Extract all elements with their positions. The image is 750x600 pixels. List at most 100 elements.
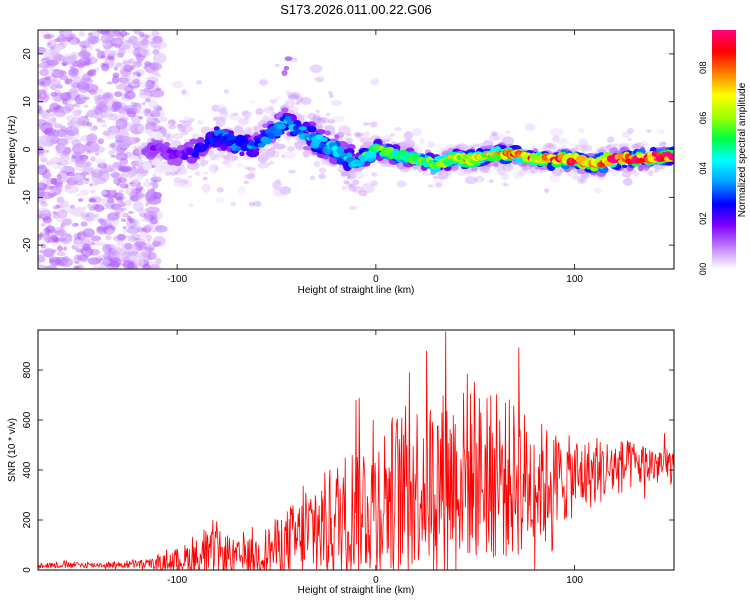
spectrogram-cell (472, 143, 480, 147)
spectrogram-cell (56, 174, 63, 180)
spectrogram-cell (396, 180, 407, 188)
spectrogram-cell (135, 137, 140, 142)
spectrogram-cell (72, 174, 83, 181)
spectrogram-cell (82, 165, 94, 176)
spectrogram-cell (489, 133, 500, 142)
spectrogram-cell (162, 128, 168, 134)
spectrogram-cell (274, 63, 280, 68)
spectrogram-cell (144, 191, 154, 203)
spectrogram-cell (267, 149, 274, 156)
spectrogram-cell (283, 65, 290, 71)
spectrogram-cell (571, 147, 581, 152)
spectrogram-cell (619, 142, 629, 148)
spectrogram-cell (222, 155, 230, 160)
x-tick-label: 100 (566, 274, 583, 285)
spectrogram-cell (501, 136, 514, 146)
spectrogram-cell (232, 112, 239, 117)
spectrogram-cell (97, 218, 104, 224)
y-tick-label: 0 (22, 146, 33, 152)
spectrogram-cell (512, 171, 523, 179)
y-tick-label: -10 (22, 190, 33, 205)
colorbar-ticks: 0.0 0.2 0.4 0.6 0.8 (698, 61, 708, 275)
spectrogram-cell (59, 106, 72, 114)
spectrogram-cell (246, 173, 255, 180)
spectrogram-cell (144, 61, 152, 67)
spectrogram-cell (155, 225, 163, 231)
spectrogram-cell (263, 106, 275, 114)
spectrogram-cell (327, 119, 336, 124)
spectrogram-cell (89, 46, 94, 51)
spectrogram-cell (233, 125, 243, 134)
spectrogram-cell (126, 110, 136, 118)
spectrogram-cell (149, 94, 154, 98)
spectrogram-cell (318, 167, 327, 174)
spectrogram-cell (64, 78, 73, 85)
spectrogram-cell (110, 154, 116, 158)
spectrogram-cell (126, 39, 133, 44)
spectrogram-cell (357, 136, 364, 141)
spectrogram-cell (195, 80, 203, 85)
spectrogram-cell (123, 64, 134, 73)
spectrogram-cell (560, 137, 567, 142)
spectrogram-cell (100, 123, 108, 128)
spectrogram-cell (120, 217, 127, 222)
spectrogram-cell (103, 45, 109, 50)
spectrogram-cell (182, 120, 192, 127)
spectrogram-cell (91, 115, 99, 119)
spectrogram-cell (125, 187, 137, 197)
spectrogram-cell (272, 180, 282, 191)
spectrogram-cell (152, 235, 166, 247)
spectrogram-cell (79, 50, 87, 57)
spectrogram-cell (348, 183, 355, 188)
spectrogram-cell (128, 218, 135, 224)
spectrogram-cell (38, 182, 48, 191)
spectrogram-blobs (38, 30, 674, 269)
spectrogram-cell (42, 216, 53, 224)
spectrogram-cell (134, 120, 141, 125)
spectrogram-cell (45, 225, 56, 233)
spectrogram-cell (295, 101, 301, 105)
spectrogram-cell (46, 109, 52, 113)
spectrogram-cell (144, 178, 150, 182)
spectrogram-cell (266, 162, 272, 166)
spectrogram-cell (82, 206, 87, 211)
x-tick-label: -100 (167, 274, 187, 285)
spectrogram-cell (168, 124, 176, 130)
spectrogram-cell (464, 176, 478, 185)
spectrogram-cell (491, 131, 498, 136)
spectrogram-cell (54, 211, 59, 215)
spectrogram-cell (369, 121, 378, 128)
spectrogram-cell (153, 150, 159, 155)
spectrogram-cell (219, 110, 229, 120)
spectrogram-cell (56, 251, 66, 256)
spectrogram-cell (117, 107, 124, 113)
spectrogram-cell (63, 246, 68, 251)
spectrogram-cell (288, 169, 296, 174)
colorbar-tick-label: 0.0 (698, 263, 708, 276)
spectrogram-cell (54, 227, 61, 231)
spectrogram-cell (87, 32, 93, 36)
spectrogram-cell (39, 232, 44, 237)
spectrogram-cell (156, 107, 163, 111)
spectrogram-cell (317, 116, 323, 122)
spectrogram-cell (145, 79, 155, 90)
spectrogram-cell (246, 166, 256, 172)
spectrogram-cell (493, 162, 499, 168)
spectrogram-cell (285, 89, 291, 94)
spectrogram-cell (345, 133, 352, 137)
spectrogram-cell (42, 233, 50, 242)
spectrogram-cell (225, 161, 233, 169)
spectrogram-cell (38, 107, 44, 114)
spectrogram-cell (53, 45, 64, 52)
spectrogram-cell (496, 163, 506, 171)
spectrogram-cell (201, 183, 211, 193)
spectrogram-cell (138, 91, 152, 99)
spectrogram-cell (627, 127, 634, 135)
spectrogram-cell (352, 179, 360, 186)
spectrogram-cell (133, 179, 140, 184)
spectrogram-cell (173, 179, 185, 188)
spectrogram-cell (248, 173, 253, 177)
spectrogram-cell (116, 196, 124, 203)
spectrogram-cell (522, 167, 527, 172)
spectrogram-cell (646, 129, 652, 133)
